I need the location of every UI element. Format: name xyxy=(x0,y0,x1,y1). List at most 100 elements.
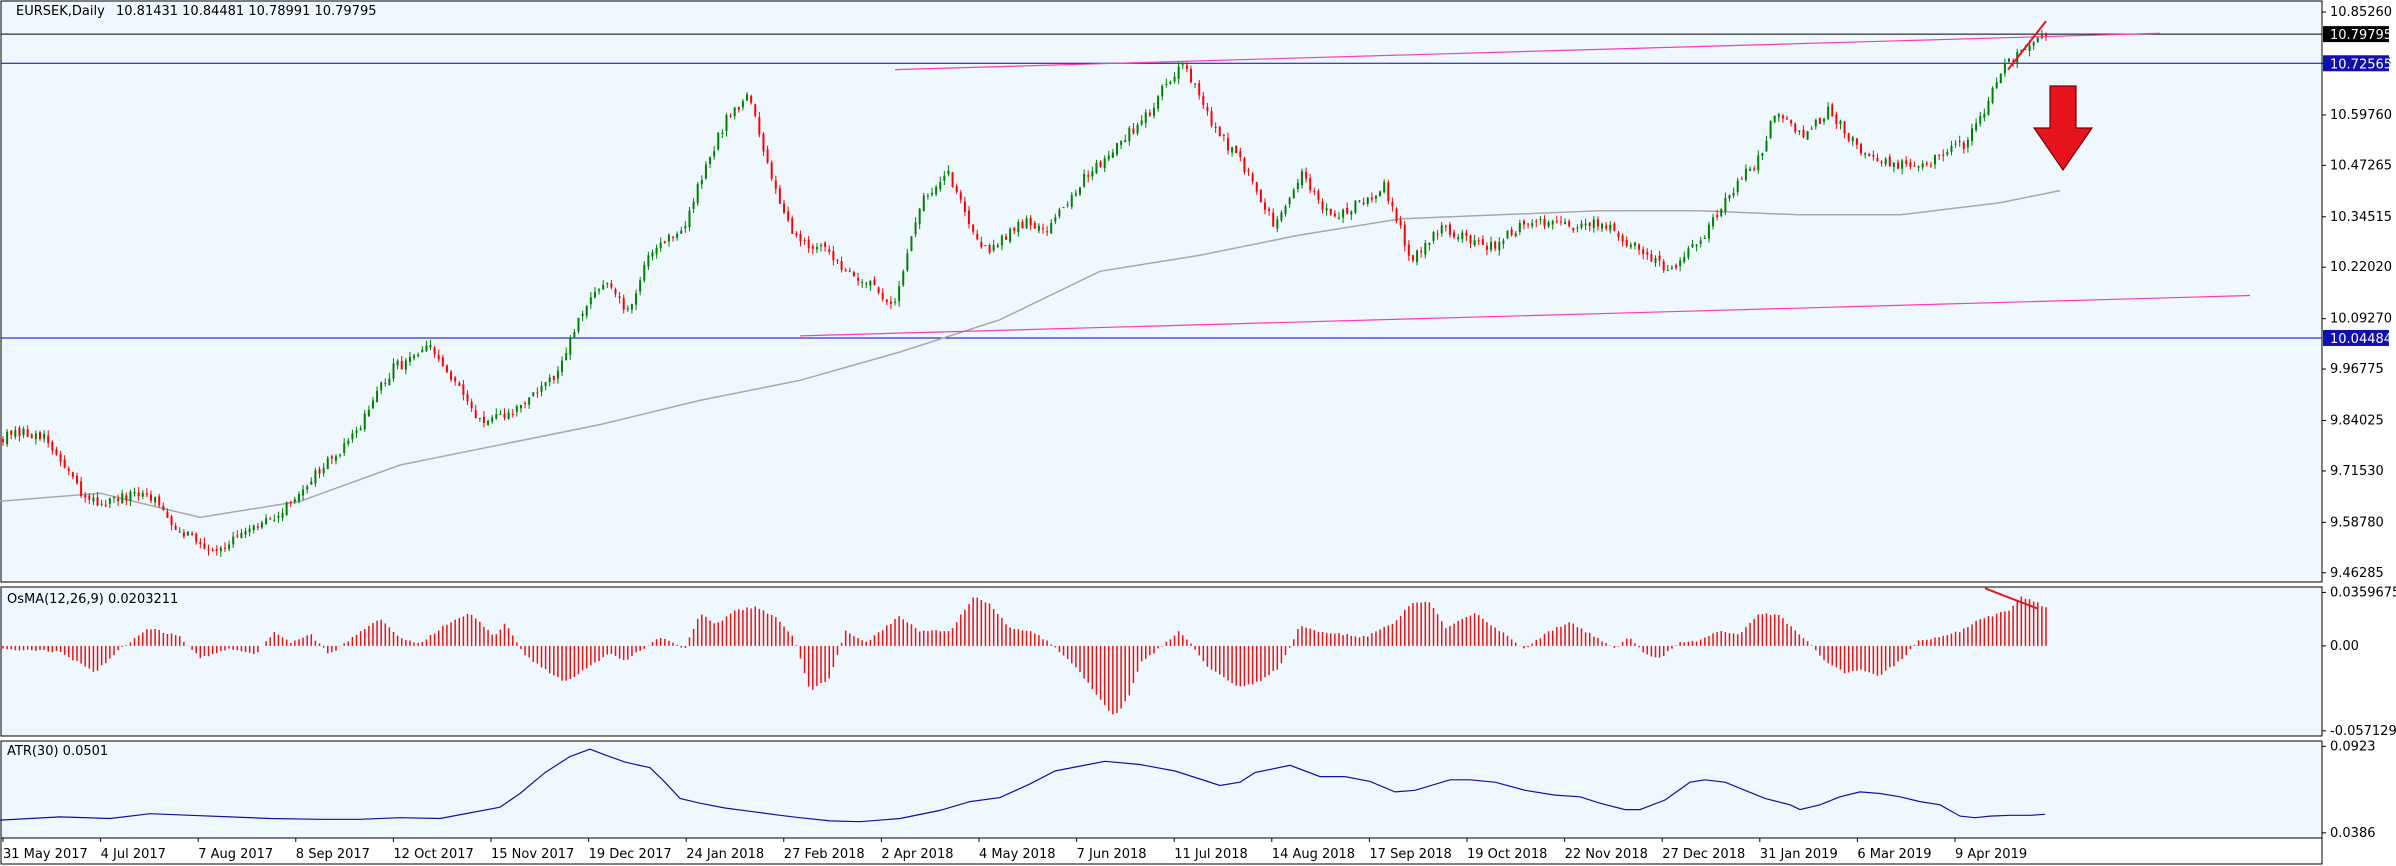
candle-body xyxy=(1140,120,1143,125)
price-marker-label: 10.79795 xyxy=(2330,28,2392,43)
candle-body xyxy=(651,252,654,257)
candle-body xyxy=(1259,189,1262,202)
candle-body xyxy=(1905,160,1908,164)
price-marker-label: 10.72565 xyxy=(2330,57,2392,72)
price-marker xyxy=(2323,329,2389,346)
candle-body xyxy=(1707,224,1710,239)
candle-body xyxy=(384,382,387,384)
candle-body xyxy=(437,355,440,360)
x-tick-label: 19 Oct 2018 xyxy=(1467,847,1547,862)
candle-body xyxy=(1350,211,1353,215)
candle-body xyxy=(425,345,428,351)
price-marker xyxy=(2323,26,2389,43)
candle-body xyxy=(137,492,140,497)
candle-body xyxy=(1531,223,1534,226)
candle-body xyxy=(1929,165,1932,167)
candle-body xyxy=(820,245,823,247)
candle-body xyxy=(700,180,703,185)
candle-body xyxy=(540,385,543,392)
candle-body xyxy=(170,516,173,526)
candle-body xyxy=(1946,152,1949,155)
main-pane xyxy=(0,0,2323,583)
candle-body xyxy=(622,298,625,310)
candle-body xyxy=(1477,240,1480,242)
candle-body xyxy=(1461,232,1464,240)
candle-body xyxy=(67,468,70,471)
candle-body xyxy=(1769,120,1772,139)
candle-body xyxy=(232,536,235,545)
candle-body xyxy=(252,525,255,531)
candle-body xyxy=(1642,249,1645,255)
candle-body xyxy=(676,233,679,238)
candle-body xyxy=(750,95,753,103)
candle-body xyxy=(717,132,720,150)
candle-body xyxy=(774,180,777,189)
candle-body xyxy=(1732,192,1735,196)
candle-body xyxy=(1074,193,1077,196)
candle-body xyxy=(1629,244,1632,248)
candle-body xyxy=(1506,230,1509,239)
candle-body xyxy=(741,101,744,108)
candle-body xyxy=(1198,83,1201,96)
candle-body xyxy=(1420,251,1423,253)
candle-body xyxy=(334,456,337,461)
candle-body xyxy=(1165,84,1168,85)
candle-body xyxy=(857,277,860,281)
candle-body xyxy=(672,236,675,238)
candle-body xyxy=(663,241,666,243)
candle-body xyxy=(1818,118,1821,124)
candle-body xyxy=(228,544,231,549)
y-tick-label: 9.96775 xyxy=(2330,362,2384,377)
trendline-0 xyxy=(894,32,2161,71)
candle-body xyxy=(1962,142,1965,149)
candle-body xyxy=(1687,248,1690,258)
candle-body xyxy=(713,151,716,157)
candle-body xyxy=(499,413,502,415)
candle-body xyxy=(1411,255,1414,261)
candle-body xyxy=(1679,260,1682,267)
y-tick-label: 9.84025 xyxy=(2330,414,2384,429)
candle-body xyxy=(1391,202,1394,207)
candle-body xyxy=(1757,155,1760,171)
candle-body xyxy=(1239,151,1242,158)
candle-body xyxy=(256,526,259,528)
candle-body xyxy=(1860,143,1863,154)
candle-body xyxy=(832,251,835,261)
candle-body xyxy=(1181,64,1184,66)
candle-body xyxy=(630,304,633,310)
candle-body xyxy=(1000,235,1003,246)
candle-body xyxy=(207,549,210,551)
candle-body xyxy=(565,353,568,361)
candle-body xyxy=(1588,222,1591,226)
candle-body xyxy=(746,94,749,101)
candle-body xyxy=(1379,191,1382,197)
candle-body xyxy=(14,430,17,437)
candle-body xyxy=(1152,107,1155,116)
candle-body xyxy=(1346,207,1349,214)
candle-body xyxy=(733,107,736,117)
candle-body xyxy=(618,296,621,298)
candle-body xyxy=(951,172,954,188)
candle-body xyxy=(869,280,872,286)
candle-body xyxy=(647,255,650,267)
candle-body xyxy=(2020,49,2023,51)
candle-body xyxy=(955,186,958,192)
candle-body xyxy=(380,382,383,391)
candle-body xyxy=(655,247,658,255)
candle-body xyxy=(1798,130,1801,132)
candle-body xyxy=(1555,220,1558,223)
candle-body xyxy=(1983,113,1986,118)
candle-body xyxy=(598,289,601,292)
candle-body xyxy=(524,402,527,404)
candle-body xyxy=(1469,235,1472,244)
candle-body xyxy=(108,498,111,504)
candle-body xyxy=(1720,209,1723,217)
candle-body xyxy=(1670,267,1673,270)
candle-body xyxy=(269,518,272,520)
x-tick-label: 4 Jul 2017 xyxy=(101,847,166,862)
candle-body xyxy=(1317,191,1320,200)
candle-body xyxy=(770,162,773,179)
candle-body xyxy=(1498,241,1501,251)
candle-body xyxy=(129,491,132,501)
candle-body xyxy=(71,472,74,477)
